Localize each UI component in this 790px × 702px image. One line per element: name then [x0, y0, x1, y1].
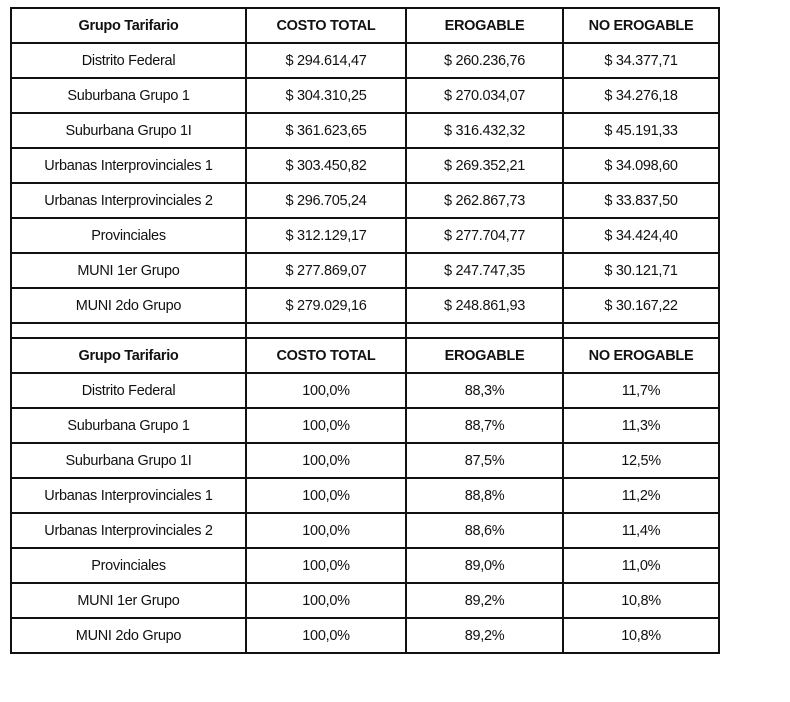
group-name-cell: MUNI 1er Grupo: [10, 252, 247, 289]
value-cell: 100,0%: [245, 617, 407, 654]
table-row: Suburbana Grupo 1 100,0% 88,7% 11,3%: [10, 407, 720, 444]
table-row: Urbanas Interprovinciales 1 $ 303.450,82 $…: [10, 147, 720, 184]
table-body: Grupo Tarifario COSTO TOTAL EROGABLE NO ERO…: [10, 7, 720, 654]
group-name-cell: Distrito Federal: [10, 42, 247, 79]
column-header: Grupo Tarifario: [10, 337, 247, 374]
value-cell: 100,0%: [245, 372, 407, 409]
value-cell: 100,0%: [245, 512, 407, 549]
value-cell: 89,2%: [405, 617, 564, 654]
group-name-cell: MUNI 1er Grupo: [10, 582, 247, 619]
value-cell: $ 34.276,18: [562, 77, 720, 114]
value-cell: $ 30.167,22: [562, 287, 720, 324]
table-row: MUNI 2do Grupo $ 279.029,16 $ 248.861,93 $ …: [10, 287, 720, 324]
value-cell: $ 361.623,65: [245, 112, 407, 149]
group-name-cell: Suburbana Grupo 1: [10, 407, 247, 444]
empty-cell: [405, 322, 564, 339]
tariff-cost-table: Grupo Tarifario COSTO TOTAL EROGABLE NO ERO…: [10, 7, 720, 654]
value-cell: 100,0%: [245, 407, 407, 444]
table-row: Distrito Federal 100,0% 88,3% 11,7%: [10, 372, 720, 409]
value-cell: 12,5%: [562, 442, 720, 479]
value-cell: 10,8%: [562, 617, 720, 654]
table-row: Urbanas Interprovinciales 2 100,0% 88,6% 11…: [10, 512, 720, 549]
value-cell: 88,7%: [405, 407, 564, 444]
group-name-cell: Provinciales: [10, 547, 247, 584]
table-row: MUNI 2do Grupo 100,0% 89,2% 10,8%: [10, 617, 720, 654]
value-cell: 100,0%: [245, 442, 407, 479]
table-row: Suburbana Grupo 1I 100,0% 87,5% 12,5%: [10, 442, 720, 479]
group-name-cell: Suburbana Grupo 1I: [10, 112, 247, 149]
value-cell: $ 33.837,50: [562, 182, 720, 219]
value-cell: $ 45.191,33: [562, 112, 720, 149]
value-cell: $ 269.352,21: [405, 147, 564, 184]
column-header: EROGABLE: [405, 7, 564, 44]
column-header: Grupo Tarifario: [10, 7, 247, 44]
value-cell: $ 30.121,71: [562, 252, 720, 289]
value-cell: 11,7%: [562, 372, 720, 409]
value-cell: $ 247.747,35: [405, 252, 564, 289]
empty-cell: [245, 322, 407, 339]
value-cell: $ 316.432,32: [405, 112, 564, 149]
table-row: Suburbana Grupo 1I $ 361.623,65 $ 316.432,…: [10, 112, 720, 149]
column-header: NO EROGABLE: [562, 7, 720, 44]
header-row: Grupo Tarifario COSTO TOTAL EROGABLE NO ERO…: [10, 337, 720, 374]
value-cell: $ 270.034,07: [405, 77, 564, 114]
group-name-cell: Urbanas Interprovinciales 2: [10, 512, 247, 549]
table-row: MUNI 1er Grupo $ 277.869,07 $ 247.747,35 $ …: [10, 252, 720, 289]
value-cell: $ 312.129,17: [245, 217, 407, 254]
value-cell: 11,0%: [562, 547, 720, 584]
value-cell: $ 260.236,76: [405, 42, 564, 79]
value-cell: 11,3%: [562, 407, 720, 444]
column-header: NO EROGABLE: [562, 337, 720, 374]
value-cell: 87,5%: [405, 442, 564, 479]
value-cell: $ 34.424,40: [562, 217, 720, 254]
header-row: Grupo Tarifario COSTO TOTAL EROGABLE NO ERO…: [10, 7, 720, 44]
value-cell: $ 296.705,24: [245, 182, 407, 219]
empty-cell: [10, 322, 247, 339]
empty-cell: [562, 322, 720, 339]
value-cell: 11,2%: [562, 477, 720, 514]
value-cell: 88,3%: [405, 372, 564, 409]
table-row: Suburbana Grupo 1 $ 304.310,25 $ 270.034,0…: [10, 77, 720, 114]
value-cell: 100,0%: [245, 477, 407, 514]
value-cell: $ 277.704,77: [405, 217, 564, 254]
value-cell: 11,4%: [562, 512, 720, 549]
value-cell: 100,0%: [245, 582, 407, 619]
table-row: Urbanas Interprovinciales 2 $ 296.705,24 $…: [10, 182, 720, 219]
value-cell: $ 279.029,16: [245, 287, 407, 324]
value-cell: $ 248.861,93: [405, 287, 564, 324]
column-header: EROGABLE: [405, 337, 564, 374]
table-row: Provinciales 100,0% 89,0% 11,0%: [10, 547, 720, 584]
column-header: COSTO TOTAL: [245, 7, 407, 44]
group-name-cell: Provinciales: [10, 217, 247, 254]
group-name-cell: Suburbana Grupo 1: [10, 77, 247, 114]
value-cell: 10,8%: [562, 582, 720, 619]
value-cell: $ 34.098,60: [562, 147, 720, 184]
group-name-cell: Distrito Federal: [10, 372, 247, 409]
value-cell: $ 262.867,73: [405, 182, 564, 219]
value-cell: $ 304.310,25: [245, 77, 407, 114]
value-cell: $ 294.614,47: [245, 42, 407, 79]
group-name-cell: MUNI 2do Grupo: [10, 617, 247, 654]
value-cell: 89,0%: [405, 547, 564, 584]
value-cell: 88,8%: [405, 477, 564, 514]
group-name-cell: Suburbana Grupo 1I: [10, 442, 247, 479]
column-header: COSTO TOTAL: [245, 337, 407, 374]
value-cell: 100,0%: [245, 547, 407, 584]
group-name-cell: Urbanas Interprovinciales 1: [10, 477, 247, 514]
value-cell: 89,2%: [405, 582, 564, 619]
value-cell: $ 303.450,82: [245, 147, 407, 184]
group-name-cell: Urbanas Interprovinciales 2: [10, 182, 247, 219]
group-name-cell: Urbanas Interprovinciales 1: [10, 147, 247, 184]
table-row: Urbanas Interprovinciales 1 100,0% 88,8% 11…: [10, 477, 720, 514]
value-cell: $ 34.377,71: [562, 42, 720, 79]
group-name-cell: MUNI 2do Grupo: [10, 287, 247, 324]
table-row: MUNI 1er Grupo 100,0% 89,2% 10,8%: [10, 582, 720, 619]
value-cell: $ 277.869,07: [245, 252, 407, 289]
spacer-row: [10, 322, 720, 339]
table-row: Provinciales $ 312.129,17 $ 277.704,77 $ 34…: [10, 217, 720, 254]
table-row: Distrito Federal $ 294.614,47 $ 260.236,76…: [10, 42, 720, 79]
value-cell: 88,6%: [405, 512, 564, 549]
